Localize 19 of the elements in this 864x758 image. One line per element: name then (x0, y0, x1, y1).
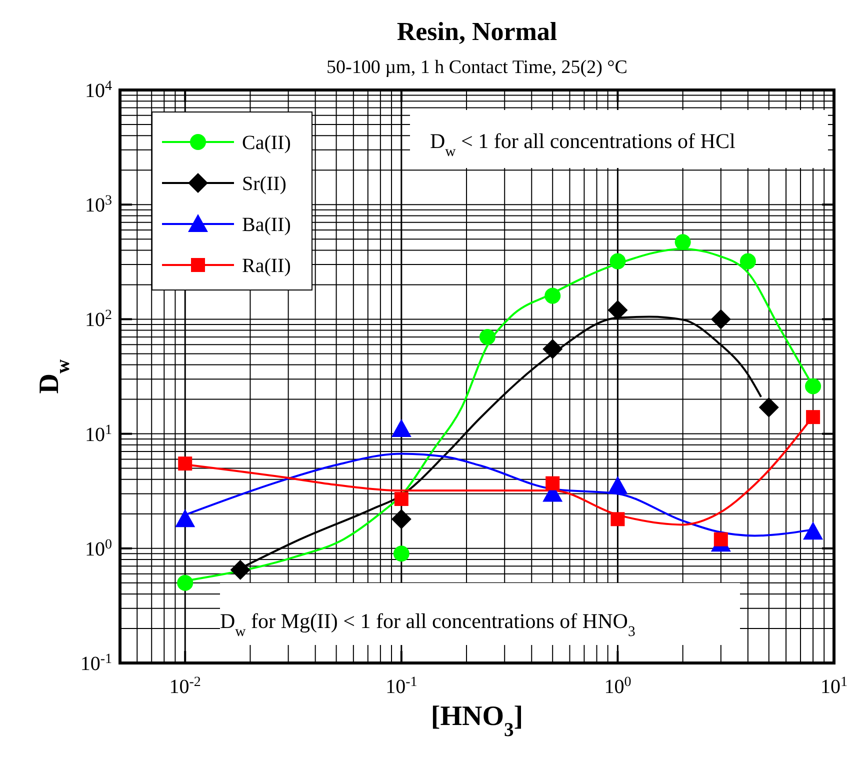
y-tick-label: 10$^{0}$ (85, 536, 112, 560)
annotation: D$_{w}$ < 1 for all concentrations of HCl (430, 129, 736, 160)
y-tick-label: 10$^{-1}$ (80, 652, 112, 675)
legend-label: Ca(II) (242, 132, 291, 154)
x-tick-label: 10$^{-1}$ (386, 674, 418, 698)
legend-label: Sr(II) (242, 173, 286, 195)
chart-title: Resin, Normal (396, 17, 558, 46)
y-tick-label: 10$^{3}$ (85, 193, 112, 217)
x-tick-label: 10$^{-2}$ (169, 674, 201, 698)
chart-subtitle: 50-100 µm, 1 h Contact Time, 25(2) °C (326, 57, 628, 78)
x-tick-label: 10$^{0}$ (604, 674, 632, 698)
legend-label: Ra(II) (242, 255, 291, 277)
x-axis-title: [HNO$_{3}$] (430, 701, 524, 740)
y-tick-label: 10$^{2}$ (85, 308, 112, 332)
x-tick-label: 10$^{1}$ (820, 674, 848, 698)
legend-label: Ba(II) (242, 214, 291, 236)
y-tick-label: 10$^{1}$ (85, 422, 112, 446)
annotation: D$_{w}$ for Mg(II) < 1 for all concentrations of HNO$_{3}$ (220, 609, 636, 640)
y-tick-label: 10$^{4}$ (85, 78, 112, 102)
